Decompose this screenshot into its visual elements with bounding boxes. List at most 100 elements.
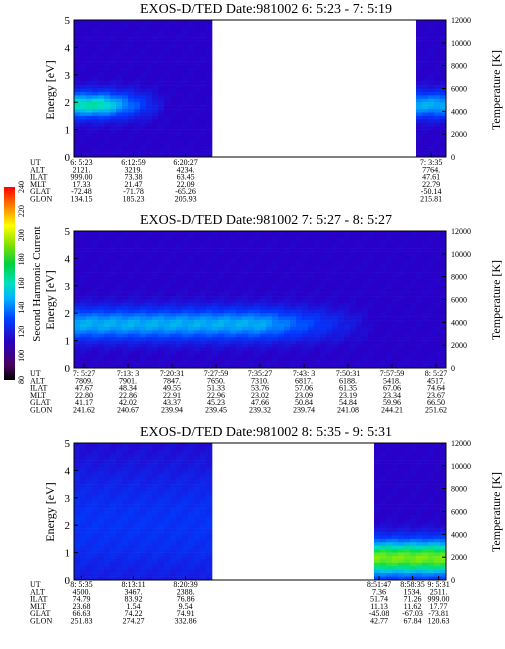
heatmap-cell [98,535,105,540]
heatmap-cell [236,261,243,266]
heatmap-cell [128,320,135,324]
heatmap-cell [92,559,99,564]
heatmap-cell [104,354,111,359]
heatmap-cell [116,122,123,127]
heatmap-cell [434,67,441,72]
heatmap-cell [404,453,411,457]
heatmap-cell [416,487,423,492]
heatmap-cell [110,569,117,574]
heatmap-cell [404,231,411,235]
heatmap-cell [134,102,141,106]
heatmap-cell [176,126,183,130]
heatmap-cell [410,313,417,317]
heatmap-cell [74,74,81,79]
heatmap-cell [410,241,417,245]
heatmap-cell [152,501,159,505]
heatmap-cell [110,453,117,457]
heatmap-cell [170,292,177,297]
heatmap-cell [182,542,189,547]
heatmap-cell [182,449,189,454]
heatmap-cell [386,265,393,269]
heatmap-cell [116,231,123,235]
heatmap-cell [74,576,81,581]
heatmap-cell [188,333,195,338]
heatmap-cell [212,364,219,369]
heatmap-cell [146,573,153,577]
heatmap-cell [140,85,147,89]
heatmap-cell [122,248,129,252]
heatmap-cell [404,261,411,266]
heatmap-cell [206,54,213,58]
heatmap-cell [104,102,111,106]
heatmap-cell [158,275,165,280]
heatmap-cell [182,122,189,127]
heatmap-cell [74,258,81,263]
heatmap-cell [206,542,213,547]
heatmap-cell [134,511,141,516]
heatmap-cell [170,466,177,471]
heatmap-cell [230,354,237,359]
heatmap-cell [404,556,411,560]
heatmap-cell [140,453,147,457]
heatmap-cell [182,272,189,276]
heatmap-cell [386,559,393,564]
heatmap-cell [98,514,105,519]
heatmap-cell [170,102,177,106]
heatmap-cell [392,306,399,311]
heatmap-cell [422,153,429,158]
heatmap-cell [368,231,375,235]
heatmap-cell [398,477,405,481]
heatmap-cell [92,234,99,239]
heatmap-cell [374,265,381,269]
heatmap-cell [200,272,207,276]
heatmap-cell [86,354,93,359]
heatmap-cell [110,289,117,293]
heatmap-cell [206,518,213,523]
heatmap-cell [218,237,225,242]
heatmap-cell [128,480,135,485]
heatmap-cell [98,26,105,31]
heatmap-cell [182,347,189,352]
heatmap-cell [194,115,201,120]
heatmap-cell [356,347,363,352]
heatmap-cell [92,251,99,256]
heatmap-cell [260,258,267,263]
heatmap-cell [188,254,195,259]
heatmap-cell [218,306,225,311]
heatmap-cell [428,261,435,266]
heatmap-cell [98,258,105,263]
heatmap-cell [182,309,189,314]
heatmap-cell [302,347,309,352]
heatmap-cell [368,309,375,314]
heatmap-cell [302,337,309,341]
heatmap-cell [104,487,111,492]
heatmap-cell [110,337,117,341]
heatmap-cell [194,330,201,335]
heatmap-cell [176,285,183,290]
heatmap-cell [182,535,189,540]
heatmap-cell [146,326,153,331]
heatmap-cell [176,549,183,553]
heatmap-cell [332,316,339,321]
heatmap-cell [98,231,105,235]
heatmap-cell [116,43,123,48]
heatmap-cell [146,153,153,158]
heatmap-cell [338,244,345,249]
heatmap-cell [404,501,411,505]
panel-3-title: EXOS-D/TED Date:981002 8: 5:35 - 9: 5:31 [140,425,392,440]
heatmap-cell [74,272,81,276]
heatmap-cell [122,91,129,96]
heatmap-cell [80,40,87,45]
heatmap-cell [122,320,129,324]
heatmap-cell [194,453,201,457]
heatmap-cell [362,337,369,341]
heatmap-cell [272,296,279,300]
heatmap-cell [440,26,447,31]
heatmap-cell [74,265,81,269]
heatmap-cell [134,23,141,28]
heatmap-cell [308,316,315,321]
heatmap-cell [278,364,285,369]
y-tick-label: 5 [65,15,71,27]
heatmap-cell [212,354,219,359]
heatmap-cell [92,333,99,338]
